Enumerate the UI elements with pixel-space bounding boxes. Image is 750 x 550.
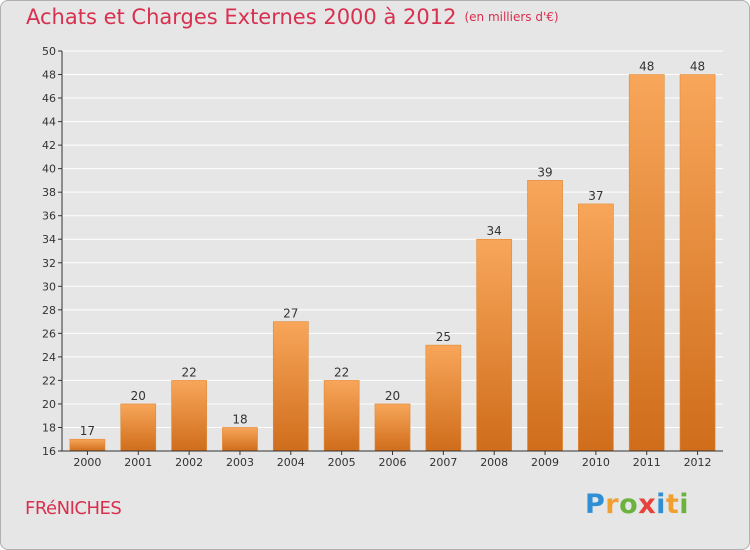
value-label: 22 xyxy=(181,365,196,379)
x-tick-label: 2004 xyxy=(277,456,305,469)
y-tick-label: 22 xyxy=(42,374,56,387)
x-tick-label: 2001 xyxy=(124,456,152,469)
y-tick-label: 24 xyxy=(42,351,56,364)
bar-2010 xyxy=(578,203,614,452)
y-tick-label: 30 xyxy=(42,280,56,293)
bar-2003 xyxy=(222,427,258,452)
x-tick-label: 2011 xyxy=(633,456,661,469)
x-tick-label: 2012 xyxy=(684,456,712,469)
x-tick-label: 2005 xyxy=(328,456,356,469)
axes xyxy=(58,50,723,455)
y-tick-label: 48 xyxy=(42,69,56,82)
value-label: 20 xyxy=(385,389,400,403)
y-tick-label: 40 xyxy=(42,163,56,176)
x-tick-label: 2008 xyxy=(480,456,508,469)
proxiti-logo: Proxiti xyxy=(585,489,689,520)
y-tick-label: 32 xyxy=(42,257,56,270)
bar-2008 xyxy=(476,238,513,452)
value-label: 20 xyxy=(131,389,146,403)
logo-letter: i xyxy=(656,489,666,520)
y-tick-label: 36 xyxy=(42,210,56,223)
logo-letter: o xyxy=(619,489,639,520)
value-label: 22 xyxy=(334,365,349,379)
bar-2011 xyxy=(628,74,665,452)
y-tick-label: 26 xyxy=(42,327,56,340)
y-tick-label: 50 xyxy=(42,45,56,58)
value-label: 27 xyxy=(283,307,298,321)
value-label: 48 xyxy=(639,60,654,74)
bar-2005 xyxy=(323,380,360,452)
y-tick-label: 44 xyxy=(42,116,56,129)
bar-2009 xyxy=(527,180,563,452)
bars xyxy=(69,74,716,452)
value-label: 25 xyxy=(436,330,451,344)
y-tick-label: 42 xyxy=(42,139,56,152)
value-label: 34 xyxy=(487,224,502,238)
bar-2002 xyxy=(171,380,207,452)
x-tick-label: 2006 xyxy=(379,456,407,469)
chart-title: Achats et Charges Externes 2000 à 2012 (e… xyxy=(26,5,559,29)
y-tick-label: 20 xyxy=(42,398,56,411)
bar-2001 xyxy=(120,403,157,452)
x-tick-label: 2003 xyxy=(226,456,254,469)
value-label: 17 xyxy=(80,424,95,438)
logo-letter: P xyxy=(585,489,606,520)
bar-2000 xyxy=(69,438,106,452)
x-tick-label: 2000 xyxy=(73,456,101,469)
bar-2012 xyxy=(679,74,716,452)
value-label: 18 xyxy=(232,412,247,426)
y-tick-label: 28 xyxy=(42,304,56,317)
chart-subtitle: (en milliers d'€) xyxy=(464,10,559,24)
x-tick-label: 2010 xyxy=(582,456,610,469)
logo-letter: r xyxy=(605,489,620,520)
y-tick-label: 46 xyxy=(42,92,56,105)
y-tick-label: 34 xyxy=(42,233,56,246)
y-tick-label: 18 xyxy=(42,421,56,434)
x-tick-label: 2002 xyxy=(175,456,203,469)
x-tick-label: 2009 xyxy=(531,456,559,469)
place-name: FRéNICHES xyxy=(25,498,122,519)
value-label: 39 xyxy=(537,165,552,179)
bar-2007 xyxy=(425,344,462,452)
y-tick-label: 38 xyxy=(42,186,56,199)
chart-title-text: Achats et Charges Externes 2000 à 2012 xyxy=(26,5,457,29)
x-tick-label: 2007 xyxy=(429,456,457,469)
y-tick-label: 16 xyxy=(42,445,56,458)
bar-2004 xyxy=(272,321,309,452)
logo-letter: t xyxy=(665,489,680,520)
logo-letter: i xyxy=(679,489,690,520)
value-label: 37 xyxy=(588,189,603,203)
logo-letter: x xyxy=(638,489,657,520)
value-label: 48 xyxy=(690,60,705,74)
labels: 16 18 20 22 24 26 28 30 32 34 36 38 40 42 44 46 48 50 17 20… xyxy=(42,45,712,469)
bar-2006 xyxy=(374,403,411,452)
